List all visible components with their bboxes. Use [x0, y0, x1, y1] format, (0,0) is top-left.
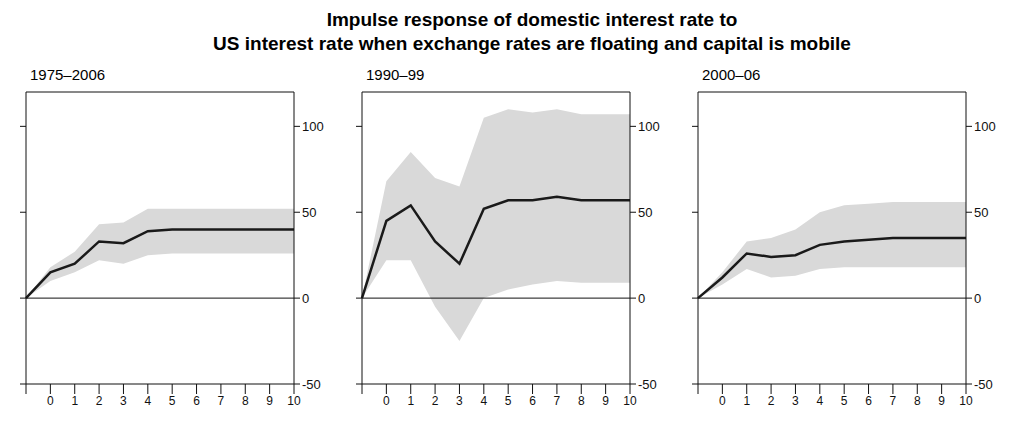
svg-text:0: 0: [974, 291, 981, 306]
svg-text:-50: -50: [302, 377, 321, 392]
svg-text:9: 9: [266, 394, 273, 408]
svg-text:50: 50: [974, 205, 988, 220]
svg-text:0: 0: [302, 291, 309, 306]
svg-text:100: 100: [638, 119, 660, 134]
svg-text:0: 0: [383, 394, 390, 408]
svg-text:7: 7: [890, 394, 897, 408]
svg-text:0: 0: [638, 291, 645, 306]
svg-text:50: 50: [302, 205, 316, 220]
html-text:1975–2006: 1975–2006: [30, 66, 106, 83]
svg-text:10: 10: [623, 394, 637, 408]
svg-text:100: 100: [974, 119, 996, 134]
svg-text:-50: -50: [974, 377, 993, 392]
svg-text:8: 8: [242, 394, 249, 408]
svg-text:7: 7: [218, 394, 225, 408]
svg-text:0: 0: [719, 394, 726, 408]
svg-text:10: 10: [287, 394, 301, 408]
svg-text:5: 5: [169, 394, 176, 408]
svg-text:1: 1: [407, 394, 414, 408]
svg-text:9: 9: [602, 394, 609, 408]
svg-text:2: 2: [432, 394, 439, 408]
svg-text:9: 9: [938, 394, 945, 408]
html-text:1990–99: 1990–99: [366, 66, 425, 83]
svg-text:2: 2: [768, 394, 775, 408]
svg-text:5: 5: [841, 394, 848, 408]
svg-text:10: 10: [959, 394, 973, 408]
svg-text:4: 4: [480, 394, 487, 408]
svg-text:3: 3: [456, 394, 463, 408]
svg-text:8: 8: [914, 394, 921, 408]
svg-text:1: 1: [71, 394, 78, 408]
svg-text:3: 3: [120, 394, 127, 408]
svg-text:5: 5: [505, 394, 512, 408]
svg-text:100: 100: [302, 119, 324, 134]
svg-text:0: 0: [47, 394, 54, 408]
svg-text:6: 6: [193, 394, 200, 408]
svg-text:8: 8: [578, 394, 585, 408]
html-text:Impulse response of domestic i: Impulse response of domestic interest ra…: [213, 9, 851, 54]
svg-text:-50: -50: [638, 377, 657, 392]
html-text:2000–06: 2000–06: [702, 66, 761, 83]
svg-text:4: 4: [816, 394, 823, 408]
svg-text:6: 6: [865, 394, 872, 408]
svg-text:1: 1: [743, 394, 750, 408]
svg-text:50: 50: [638, 205, 652, 220]
svg-text:7: 7: [554, 394, 561, 408]
svg-text:2: 2: [96, 394, 103, 408]
svg-text:6: 6: [529, 394, 536, 408]
svg-text:3: 3: [792, 394, 799, 408]
svg-text:4: 4: [144, 394, 151, 408]
